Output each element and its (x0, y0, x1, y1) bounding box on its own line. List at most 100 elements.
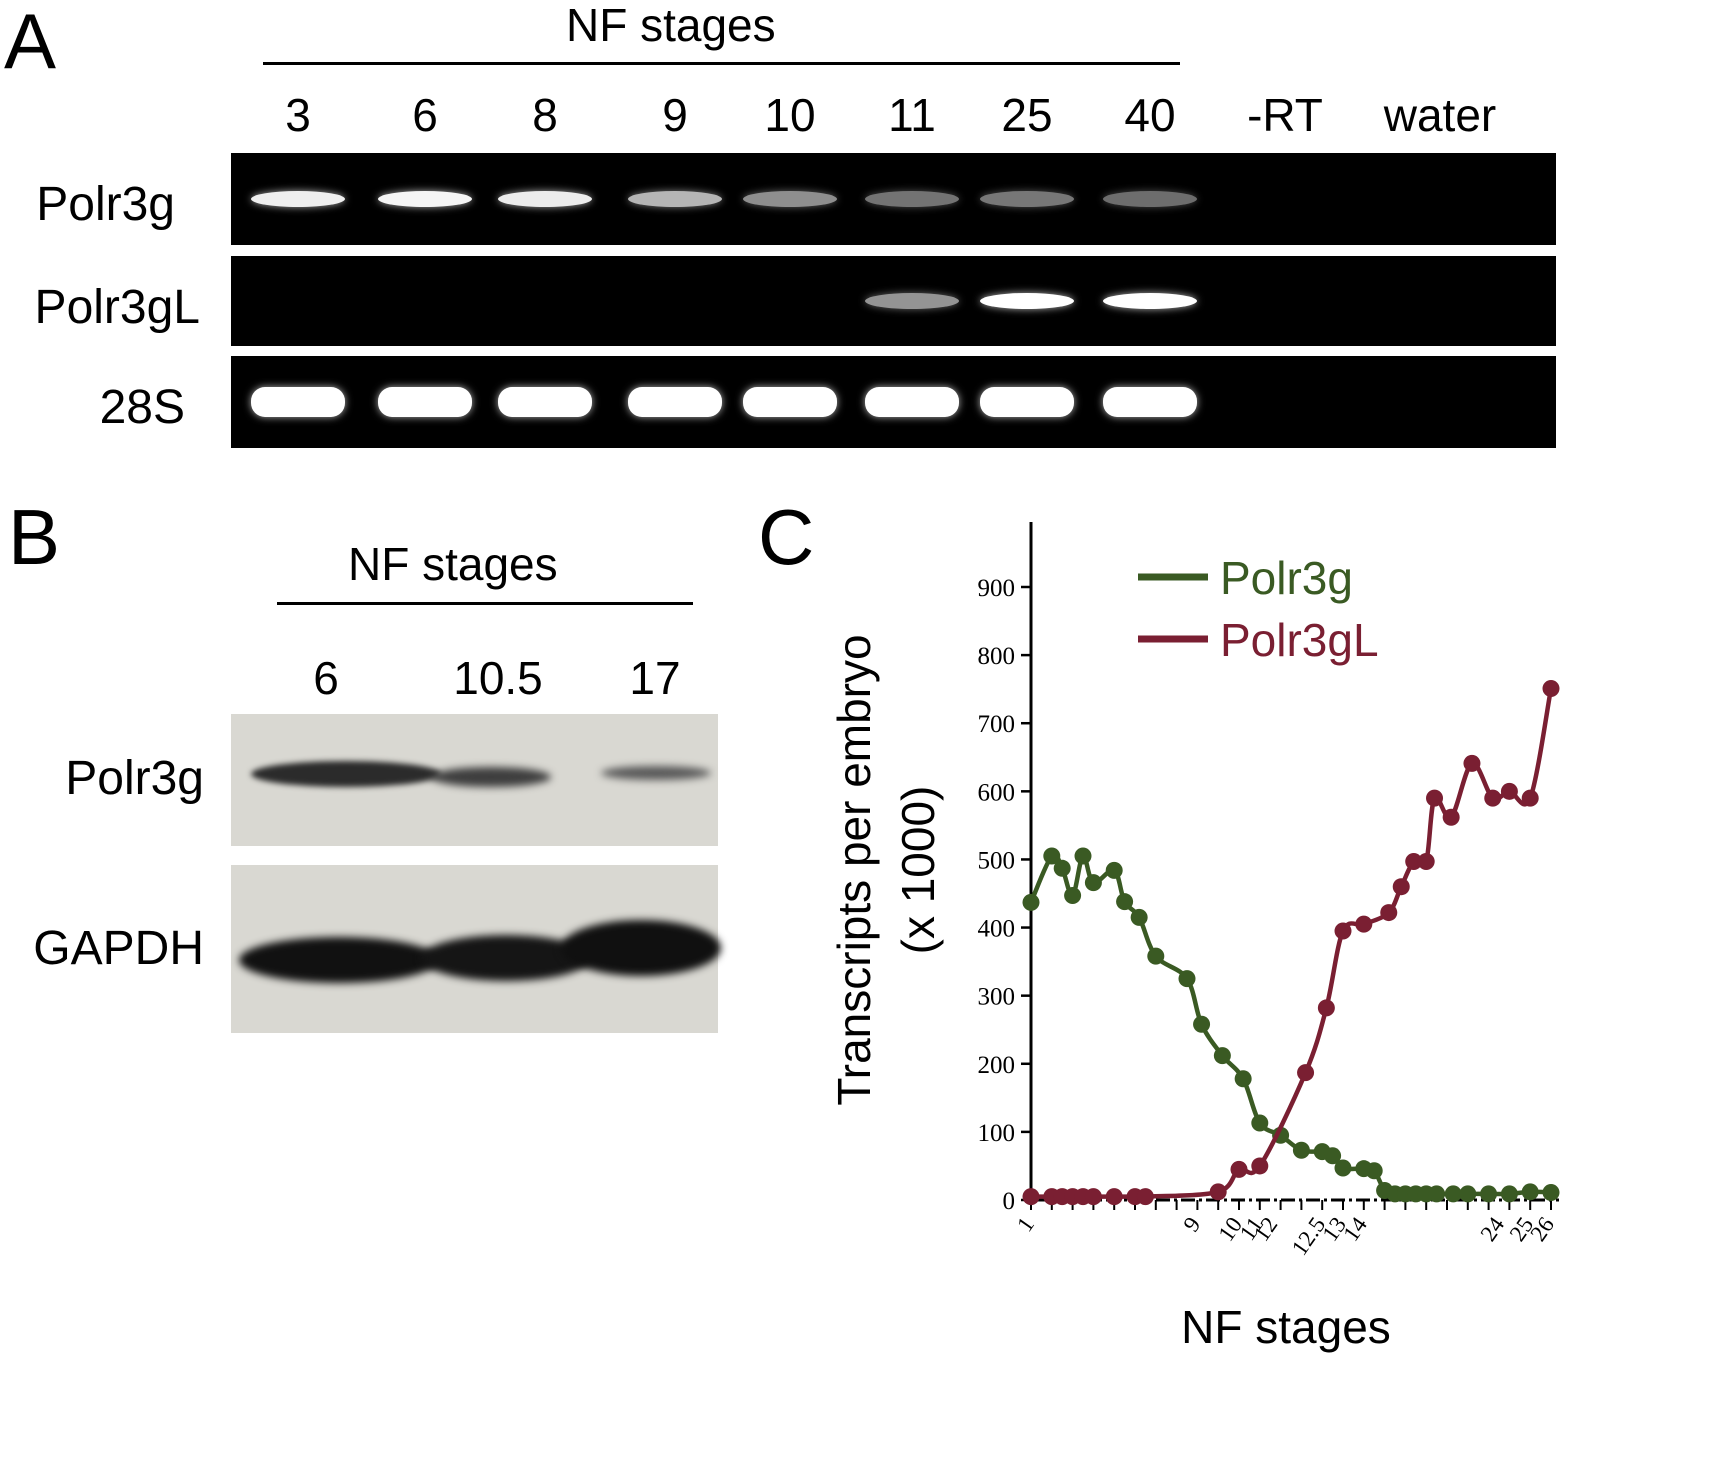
panel-a-lane-label: 9 (662, 89, 688, 141)
data-point-polr3g (1074, 847, 1092, 865)
x-axis-label: NF stages (1181, 1301, 1391, 1353)
data-point-polr3gl (1209, 1183, 1227, 1201)
data-point-polr3gl (1463, 754, 1481, 772)
y-tick-label: 200 (978, 1052, 1016, 1079)
data-point-polr3gl (1022, 1188, 1040, 1206)
panel-b-lane-label: 10.5 (453, 652, 543, 704)
gel-band (498, 387, 592, 417)
gel-band (378, 387, 472, 417)
panel-a-lane-label: 6 (412, 89, 438, 141)
data-point-polr3gl (1500, 782, 1518, 800)
panel-a-gel-row (231, 153, 1556, 245)
data-point-polr3g (1480, 1185, 1498, 1203)
x-tick-label: 1 (1012, 1213, 1039, 1237)
series-line-polr3g (1028, 852, 1552, 1197)
data-point-polr3gl (1484, 789, 1502, 807)
gel-band (743, 191, 837, 207)
panel-a-gel-row (231, 256, 1556, 346)
data-point-polr3g (1234, 1070, 1252, 1088)
data-point-polr3g (1105, 861, 1123, 879)
blot-band (561, 920, 721, 976)
gel-band (865, 387, 959, 417)
data-point-polr3g (1521, 1183, 1539, 1201)
data-point-polr3g (1130, 908, 1148, 926)
data-point-polr3g (1053, 859, 1071, 877)
data-point-polr3gl (1297, 1064, 1315, 1082)
data-point-polr3gl (1405, 852, 1423, 870)
panel-a-lane-label: 3 (285, 89, 311, 141)
data-point-polr3g (1428, 1185, 1446, 1203)
y-axis-label-line: Transcripts per embryo (828, 634, 880, 1105)
panel-b-letter: B (8, 493, 61, 581)
panel-a-lane-label: 11 (888, 89, 936, 141)
data-point-polr3gl (1251, 1157, 1269, 1175)
panel-a-letter: A (4, 0, 57, 85)
gel-band (251, 387, 345, 417)
gel-band (980, 293, 1074, 309)
blot-band (239, 937, 439, 983)
gel-band (498, 191, 592, 207)
gel-band (628, 191, 722, 207)
y-tick-label: 400 (978, 916, 1016, 943)
data-point-polr3g (1365, 1162, 1383, 1180)
panel-b-row-label-polr3g: Polr3g (65, 752, 204, 805)
data-point-polr3gl (1426, 789, 1444, 807)
panel-a-lane-label: 10 (764, 89, 816, 141)
y-tick-label: 600 (978, 779, 1016, 806)
data-point-polr3gl (1442, 808, 1460, 826)
data-point-polr3g (1147, 947, 1165, 965)
panel-a-row-label: Polr3g (36, 178, 175, 231)
gel-band (743, 387, 837, 417)
data-point-polr3gl (1392, 878, 1410, 896)
data-point-polr3g (1500, 1185, 1518, 1203)
data-point-polr3gl (1105, 1188, 1123, 1206)
data-point-polr3g (1542, 1184, 1560, 1202)
gel-band (251, 191, 345, 207)
data-point-polr3g (1444, 1185, 1462, 1203)
panel-b-lane-label: 17 (629, 652, 681, 704)
panel-a-gel-row (231, 356, 1556, 448)
panel-b-row-label-gapdh: GAPDH (33, 922, 204, 975)
gel-band (628, 387, 722, 417)
data-point-polr3g (1251, 1114, 1269, 1132)
panel-b-blot-gapdh (231, 865, 721, 1033)
data-point-polr3g (1116, 893, 1134, 911)
legend-label-polr3g: Polr3g (1220, 552, 1353, 604)
data-point-polr3gl (1136, 1188, 1154, 1206)
y-tick-label: 700 (978, 711, 1016, 738)
panel-a-lane-label: 25 (1001, 89, 1053, 141)
data-point-polr3g (1043, 847, 1061, 865)
data-point-polr3gl (1542, 679, 1560, 697)
panel-a-row-label: Polr3gL (34, 281, 200, 334)
data-point-polr3g (1064, 887, 1082, 905)
legend-label-polr3gl: Polr3gL (1220, 614, 1379, 666)
data-point-polr3gl (1521, 789, 1539, 807)
data-point-polr3g (1459, 1185, 1477, 1203)
panel-b-title: NF stages (348, 538, 558, 590)
data-point-polr3g (1022, 893, 1040, 911)
gel-band (980, 387, 1074, 417)
data-point-polr3g (1334, 1159, 1352, 1177)
x-tick-label: 26 (1525, 1213, 1559, 1246)
blot-band (601, 766, 711, 780)
panel-b-blot-polr3g (231, 714, 718, 846)
data-point-polr3gl (1230, 1160, 1248, 1178)
y-tick-label: 900 (978, 575, 1016, 602)
y-tick-label: 100 (978, 1120, 1016, 1147)
y-tick-label: 800 (978, 643, 1016, 670)
y-tick-label: 300 (978, 984, 1016, 1011)
panel-a-title-rule (263, 62, 1180, 65)
gel-band (1103, 191, 1197, 207)
blot-band (431, 767, 551, 787)
data-point-polr3gl (1334, 922, 1352, 940)
y-axis-label-line: (x 1000) (892, 786, 944, 955)
data-point-polr3gl (1084, 1188, 1102, 1206)
data-point-polr3gl (1355, 915, 1373, 933)
panel-a-title: NF stages (566, 0, 776, 51)
panel-a-row-label: 28S (99, 381, 185, 434)
data-point-polr3g (1084, 874, 1102, 892)
gel-band (1103, 293, 1197, 309)
gel-band (865, 191, 959, 207)
data-point-polr3g (1292, 1141, 1310, 1159)
